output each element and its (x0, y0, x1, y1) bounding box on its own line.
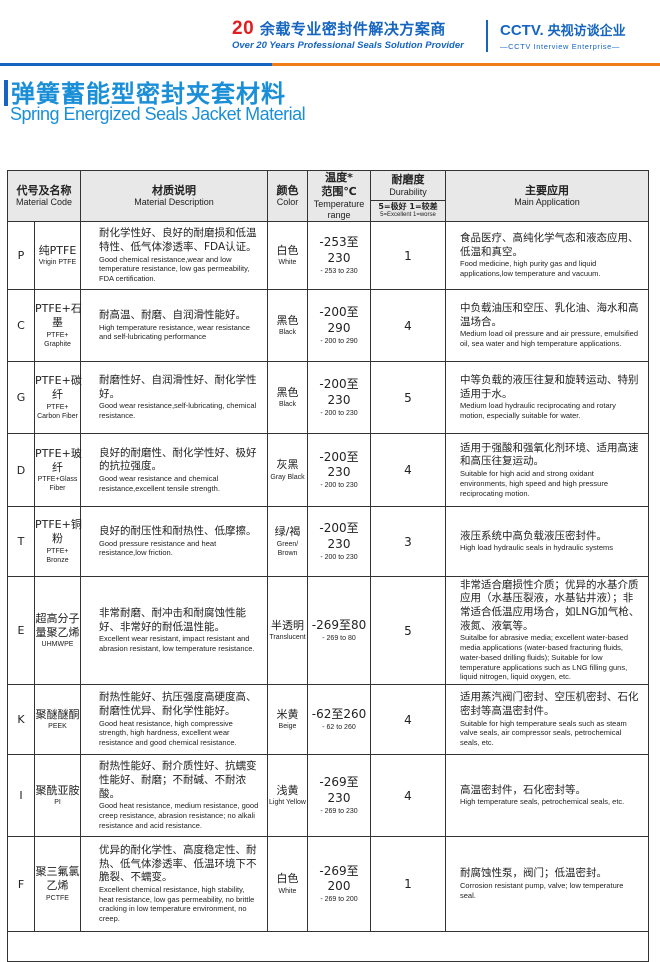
material-color: 白色 White (267, 836, 308, 932)
material-description: 非常耐磨、耐冲击和耐腐蚀性能好、非常好的耐低温性能。 Excellent wear… (80, 576, 268, 685)
table-row: P 纯PTFE Vrigin PTFE 耐化学性好、良好的耐磨损和低温特性、低气体渗透… (7, 221, 649, 290)
material-color: 灰黑 Gray Black (267, 433, 308, 507)
materials-table: 代号及名称 Material Code 材质说明 Material Descript… (7, 170, 649, 962)
title-bar (4, 80, 8, 106)
table-row: F 聚三氟氯乙烯 PCTFE 优异的耐化学性、高度稳定性、耐热、低气体渗透率、低温环境… (7, 836, 649, 932)
durability-rating: 3 (370, 506, 446, 577)
material-code: K (7, 684, 35, 755)
material-name: PTFE+石墨 PTFE+ Graphite (34, 289, 82, 362)
material-name: PTFE+碳纤 PTFE+ Carbon Fiber (34, 361, 82, 434)
table-row: E 超高分子量聚乙烯 UHMWPE 非常耐磨、耐冲击和耐腐蚀性能好、非常好的耐低温性能… (7, 576, 649, 685)
brand-header: 20 余载专业密封件解决方案商 Over 20 Years Profession… (0, 0, 660, 64)
material-name: PTFE+玻纤 PTFE+Glass Fiber (34, 433, 82, 507)
main-application: 中负载油压和空压、乳化油、海水和高温场合。 Medium load oil pre… (445, 289, 649, 362)
material-code: C (7, 289, 35, 362)
slogan-en: Over 20 Years Professional Seals Solutio… (232, 40, 464, 51)
main-application: 液压系统中高负载液压密封件。 High load hydraulic seals … (445, 506, 649, 577)
durability-rating: 4 (370, 684, 446, 755)
material-code: P (7, 221, 35, 290)
material-code: G (7, 361, 35, 434)
cctv-en: —CCTV Interview Enterprise— (500, 42, 620, 51)
main-application: 高温密封件，石化密封等。 High temperature seals, petr… (445, 754, 649, 837)
table-row: D PTFE+玻纤 PTFE+Glass Fiber 良好的耐磨性、耐化学性好、极好的… (7, 433, 649, 507)
main-application: 适用于强酸和强氧化剂环境、适用高速和高压往复运动。 Suitable for hi… (445, 433, 649, 507)
slogan-number: 20 (232, 18, 255, 39)
material-description: 耐高温、耐磨、自润滑性能好。 High temperature resistanc… (80, 289, 268, 362)
cctv-wordmark: CCTV. (500, 22, 544, 39)
material-code: T (7, 506, 35, 577)
divider (486, 20, 488, 52)
header-code: 代号及名称 Material Code (7, 170, 81, 222)
material-name: 纯PTFE Vrigin PTFE (34, 221, 81, 290)
material-name: 聚酰亚胺 PI (34, 754, 81, 837)
main-application: 非常适合磨损性介质；优异的水基介质应用（水基压裂液，水基钻井液）；非常适合低温应… (445, 576, 649, 685)
material-color: 绿/褐 Green/ Brown (267, 506, 308, 577)
header-temp: 温度* 范围℃ Temperature range (307, 170, 371, 222)
temperature-range: -200至230- 200 to 230 (307, 361, 371, 434)
temperature-range: -200至290- 200 to 290 (307, 289, 371, 362)
header-rule-orange (272, 63, 660, 66)
table-row: T PTFE+铜粉 PTFE+ Bronze 良好的耐压性和耐热性、低摩擦。 Good … (7, 506, 649, 577)
header-desc: 材质说明 Material Description (80, 170, 268, 222)
material-color: 米黄 Beige (267, 684, 308, 755)
temperature-range: -200至230- 200 to 230 (307, 506, 371, 577)
main-application: 耐腐蚀性泵，阀门；低温密封。 Corrosion resistant pump, … (445, 836, 649, 932)
page-title: 弹簧蓄能型密封夹套材料 (4, 74, 286, 109)
temperature-range: -62至260- 62 to 260 (307, 684, 371, 755)
header-rule-blue (0, 63, 272, 66)
title-cn: 弹簧蓄能型密封夹套材料 (11, 80, 286, 108)
company-slogan: 20 余载专业密封件解决方案商 Over 20 Years Profession… (232, 18, 464, 51)
durability-rating: 1 (370, 221, 446, 290)
page-subtitle: Spring Energized Seals Jacket Material (10, 104, 306, 124)
main-application: 食品医疗、高纯化学气态和液态应用、低温和真空。 Food medicine, hi… (445, 221, 649, 290)
temperature-range: -253至230- 253 to 230 (307, 221, 371, 290)
temperature-range: -269至80- 269 to 80 (307, 576, 371, 685)
header-application: 主要应用 Main Application (445, 170, 649, 222)
durability-rating: 5 (370, 576, 446, 685)
material-code: E (7, 576, 35, 685)
header-durability-scale: 5=极好 1=较差 5=Excellent 1=worse (370, 199, 446, 223)
durability-rating: 4 (370, 754, 446, 837)
material-color: 白色 White (267, 221, 308, 290)
material-name: 聚醚醚酮 PEEK (34, 684, 81, 755)
footer-cell (7, 931, 649, 962)
header-durability: 耐磨度 Durability (370, 170, 446, 201)
material-code: I (7, 754, 35, 837)
material-description: 耐磨性好、自润滑性好、耐化学性好。 Good wear resistance,se… (80, 361, 268, 434)
table-row: I 聚酰亚胺 PI 耐热性能好、耐介质性好、抗蠕变性能好、耐磨；不耐碱、不耐浓酸。 Go… (7, 754, 649, 837)
header-color: 颜色 Color (267, 170, 308, 222)
durability-rating: 5 (370, 361, 446, 434)
material-name: 聚三氟氯乙烯 PCTFE (34, 836, 81, 932)
slogan-cn: 余载专业密封件解决方案商 (259, 20, 446, 38)
material-code: D (7, 433, 35, 507)
cctv-cn: 央视访谈企业 (547, 24, 626, 39)
material-color: 半透明 Translucent (267, 576, 308, 685)
durability-rating: 4 (370, 289, 446, 362)
material-color: 浅黄 Light Yellow (267, 754, 308, 837)
material-color: 黑色 Black (267, 289, 308, 362)
durability-rating: 4 (370, 433, 446, 507)
material-name: 超高分子量聚乙烯 UHMWPE (34, 576, 81, 685)
table-row-footer (7, 931, 649, 962)
material-description: 良好的耐磨性、耐化学性好、极好的抗拉强度。 Good wear resistanc… (80, 433, 268, 507)
material-description: 优异的耐化学性、高度稳定性、耐热、低气体渗透率、低温环境下不脆裂、不蠕变。 Exc… (80, 836, 268, 932)
cctv-logo: CCTV. 央视访谈企业 —CCTV Interview Enterprise— (500, 20, 626, 51)
material-description: 良好的耐压性和耐热性、低摩擦。 Good pressure resistance … (80, 506, 268, 577)
material-description: 耐化学性好、良好的耐磨损和低温特性、低气体渗透率、FDA认证。 Good chem… (80, 221, 268, 290)
table-row: C PTFE+石墨 PTFE+ Graphite 耐高温、耐磨、自润滑性能好。 High… (7, 289, 649, 362)
durability-rating: 1 (370, 836, 446, 932)
main-application: 适用蒸汽阀门密封、空压机密封、石化密封等高温密封件。 Suitable for h… (445, 684, 649, 755)
material-description: 耐热性能好、耐介质性好、抗蠕变性能好、耐磨；不耐碱、不耐浓酸。 Good heat… (80, 754, 268, 837)
material-code: F (7, 836, 35, 932)
table-row: G PTFE+碳纤 PTFE+ Carbon Fiber 耐磨性好、自润滑性好、耐化学… (7, 361, 649, 434)
main-application: 中等负载的液压往复和旋转运动、特别适用于水。 Medium load hydrau… (445, 361, 649, 434)
material-color: 黑色 Black (267, 361, 308, 434)
temperature-range: -200至230- 200 to 230 (307, 433, 371, 507)
temperature-range: -269至200- 269 to 200 (307, 836, 371, 932)
temperature-range: -269至230- 269 to 230 (307, 754, 371, 837)
material-description: 耐热性能好、抗压强度高硬度高、耐磨性优异、耐化学性能好。 Good heat re… (80, 684, 268, 755)
table-row: K 聚醚醚酮 PEEK 耐热性能好、抗压强度高硬度高、耐磨性优异、耐化学性能好。 Goo… (7, 684, 649, 755)
material-name: PTFE+铜粉 PTFE+ Bronze (34, 506, 82, 577)
